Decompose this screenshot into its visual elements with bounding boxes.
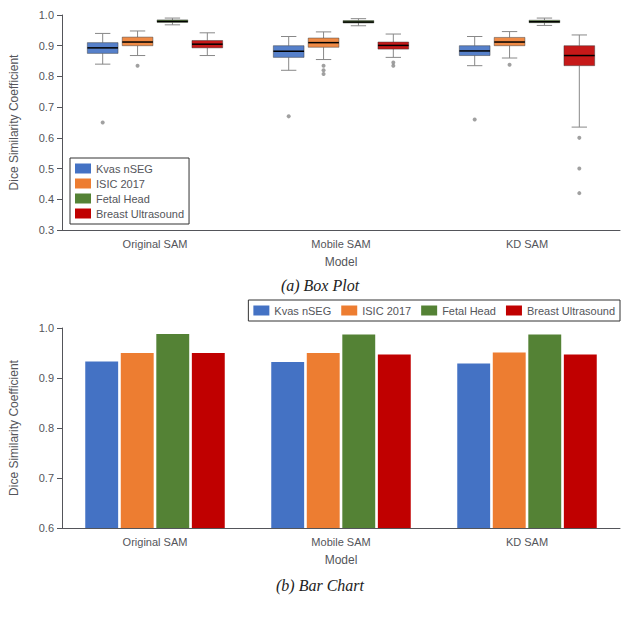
svg-text:Kvas nSEG: Kvas nSEG (274, 305, 331, 317)
svg-text:1.0: 1.0 (39, 9, 54, 21)
svg-text:Breast Ultrasound: Breast Ultrasound (527, 305, 615, 317)
svg-text:(b) Bar Chart: (b) Bar Chart (276, 577, 365, 595)
svg-text:Fetal Head: Fetal Head (442, 305, 496, 317)
svg-text:Mobile SAM: Mobile SAM (311, 238, 370, 250)
svg-text:0.6: 0.6 (39, 132, 54, 144)
svg-text:0.5: 0.5 (39, 163, 54, 175)
svg-text:Dice Similarity Coefficient: Dice Similarity Coefficient (7, 359, 21, 495)
svg-text:KD SAM: KD SAM (506, 238, 548, 250)
svg-text:0.3: 0.3 (39, 224, 54, 236)
svg-text:KD SAM: KD SAM (506, 536, 548, 548)
svg-text:Kvas nSEG: Kvas nSEG (96, 163, 153, 175)
svg-text:0.9: 0.9 (39, 40, 54, 52)
svg-text:Fetal Head: Fetal Head (96, 193, 150, 205)
svg-text:0.8: 0.8 (39, 70, 54, 82)
svg-text:1.0: 1.0 (39, 322, 54, 334)
svg-text:0.7: 0.7 (39, 472, 54, 484)
svg-text:0.8: 0.8 (39, 422, 54, 434)
svg-text:0.6: 0.6 (39, 522, 54, 534)
svg-text:Model: Model (325, 255, 358, 269)
svg-text:Original SAM: Original SAM (123, 536, 188, 548)
svg-text:0.4: 0.4 (39, 193, 54, 205)
svg-text:ISIC 2017: ISIC 2017 (96, 178, 145, 190)
svg-text:Model: Model (325, 553, 358, 567)
svg-text:0.7: 0.7 (39, 101, 54, 113)
svg-text:0.9: 0.9 (39, 372, 54, 384)
svg-text:Mobile SAM: Mobile SAM (311, 536, 370, 548)
svg-text:(a) Box Plot: (a) Box Plot (281, 277, 360, 295)
svg-text:ISIC 2017: ISIC 2017 (362, 305, 411, 317)
svg-text:Original SAM: Original SAM (123, 238, 188, 250)
svg-text:Dice Similarity Coefficient: Dice Similarity Coefficient (7, 54, 21, 190)
svg-text:Breast Ultrasound: Breast Ultrasound (96, 208, 184, 220)
